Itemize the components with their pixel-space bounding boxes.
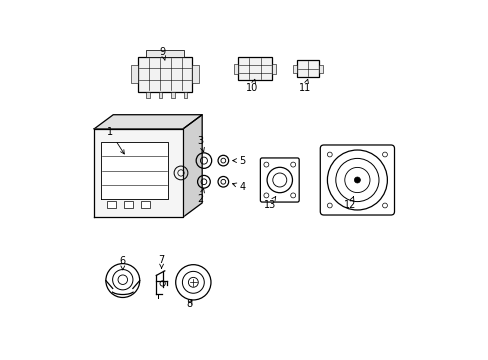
- Text: 5: 5: [232, 156, 245, 166]
- Text: 13: 13: [263, 197, 275, 210]
- Polygon shape: [183, 115, 202, 217]
- FancyBboxPatch shape: [320, 145, 394, 215]
- Bar: [141, 201, 150, 208]
- Text: 4: 4: [232, 182, 245, 192]
- Text: 9: 9: [159, 47, 165, 60]
- Bar: [146, 50, 184, 57]
- Bar: [171, 92, 174, 98]
- Polygon shape: [101, 142, 168, 199]
- Bar: [296, 60, 319, 77]
- Bar: [131, 66, 138, 83]
- Text: 11: 11: [299, 79, 311, 93]
- Text: 10: 10: [245, 79, 258, 93]
- Bar: [107, 201, 116, 208]
- Text: 7: 7: [158, 256, 164, 268]
- Bar: [146, 92, 149, 98]
- Bar: [293, 65, 296, 73]
- Text: 1: 1: [107, 127, 124, 154]
- Text: 12: 12: [344, 197, 356, 210]
- Bar: [234, 64, 238, 74]
- Text: 6: 6: [120, 256, 125, 270]
- Bar: [123, 201, 133, 208]
- Polygon shape: [94, 115, 202, 129]
- Text: 8: 8: [186, 299, 192, 309]
- Bar: [271, 64, 275, 74]
- Bar: [158, 92, 162, 98]
- Text: 3: 3: [197, 136, 204, 152]
- FancyBboxPatch shape: [260, 158, 299, 202]
- Bar: [192, 66, 199, 83]
- Bar: [138, 57, 192, 92]
- Bar: [238, 57, 271, 80]
- Text: 2: 2: [197, 189, 204, 204]
- Circle shape: [354, 177, 360, 183]
- Bar: [319, 65, 322, 73]
- Bar: [183, 92, 187, 98]
- Polygon shape: [94, 129, 183, 217]
